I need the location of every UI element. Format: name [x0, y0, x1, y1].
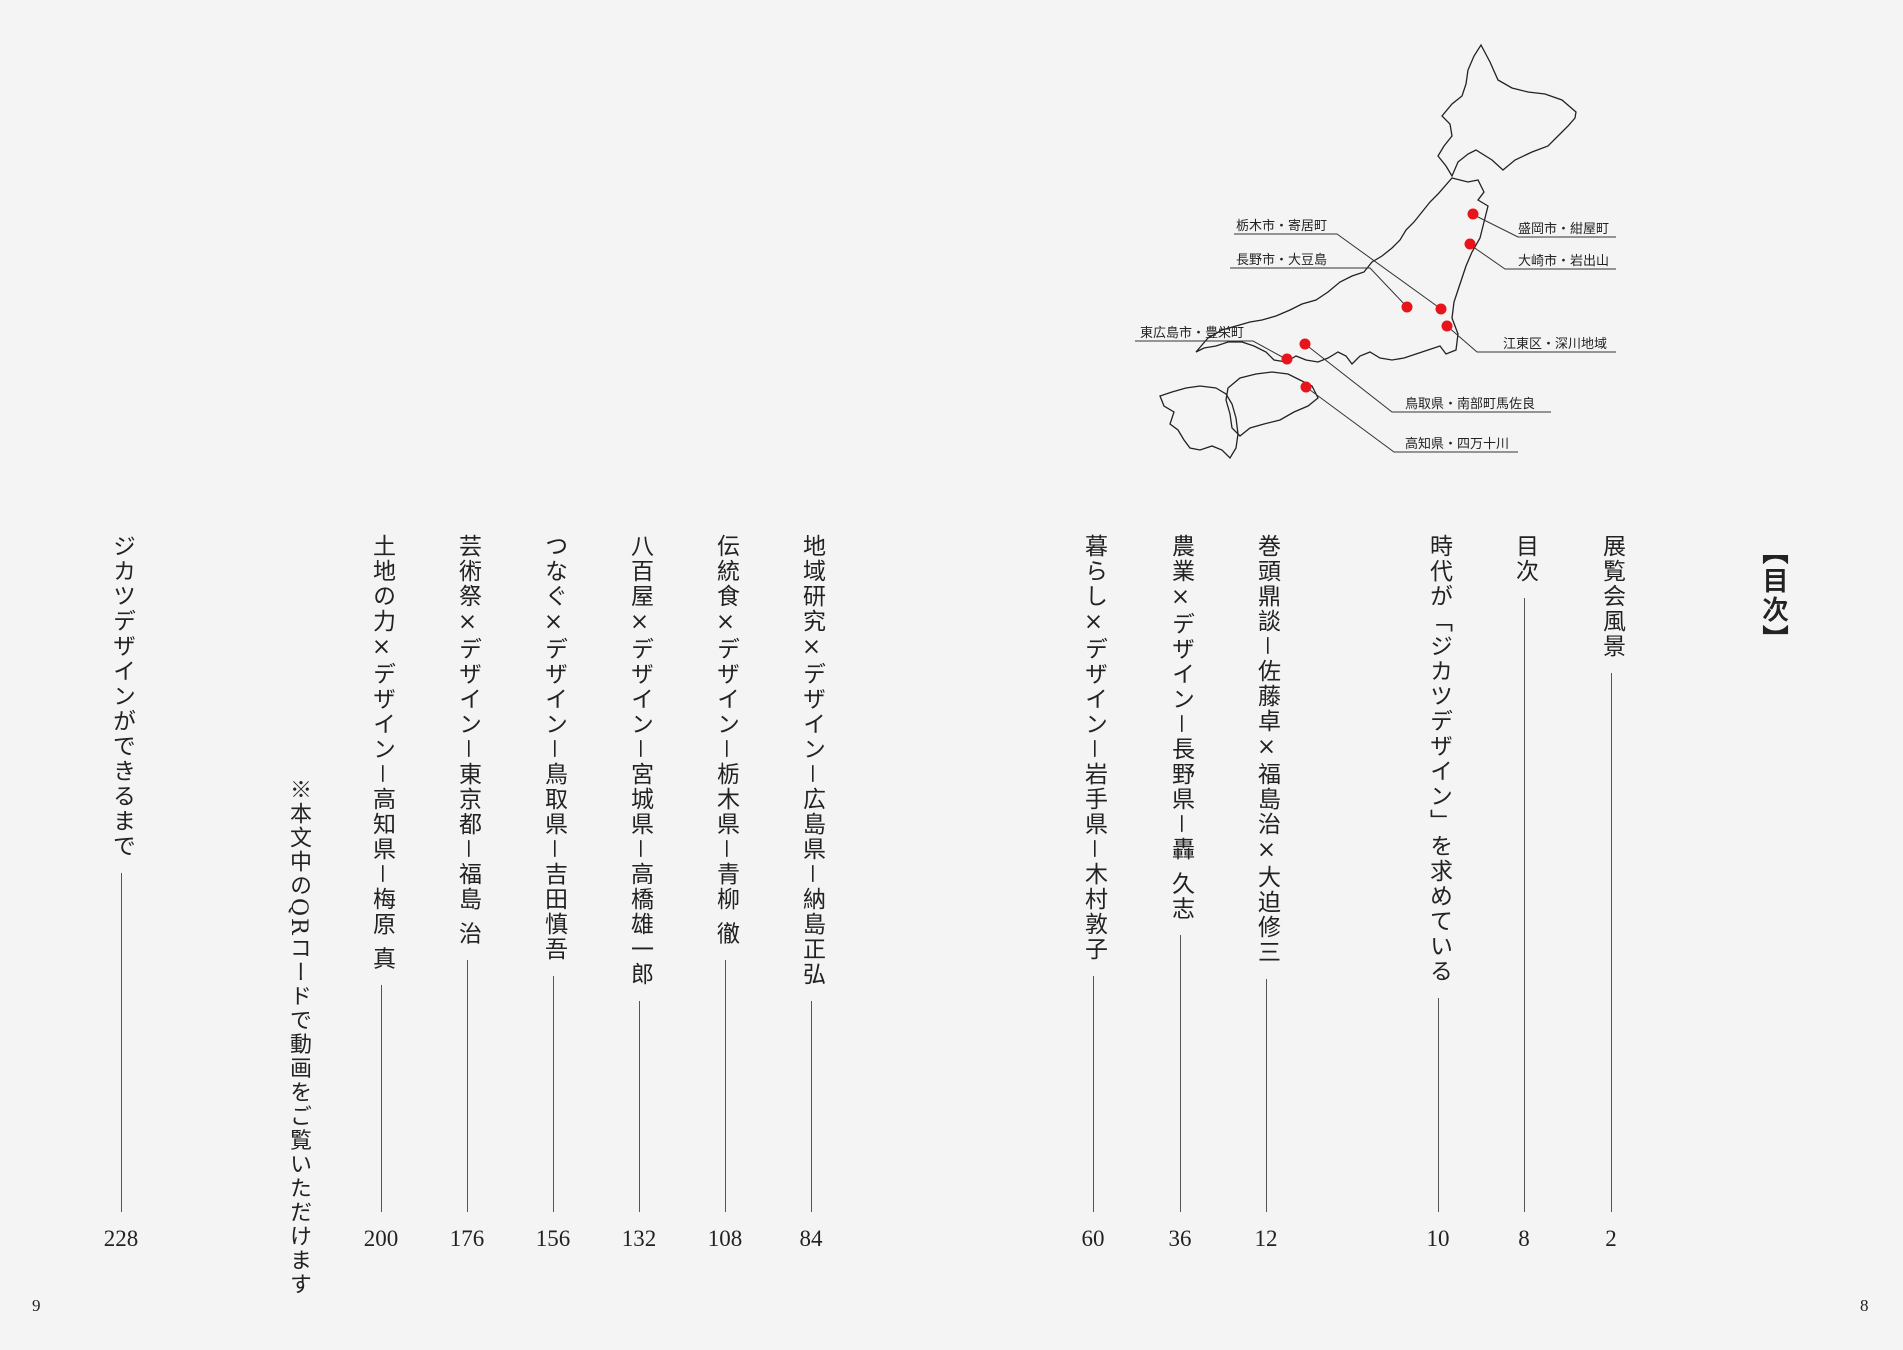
toc-entry[interactable]: 暮らし×デザイン－岩手県－木村敦子 60: [1073, 534, 1113, 1254]
page-number-right: 8: [1860, 1296, 1869, 1315]
marker-tochigi: [1435, 303, 1447, 315]
toc-entry-title: 展覧会風景: [1598, 534, 1625, 659]
toc-leader-line: [380, 985, 382, 1212]
toc-entry-page: 10: [1426, 1226, 1450, 1251]
toc-entry[interactable]: 八百屋×デザイン－宮城県－高橋雄一郎 132: [619, 534, 659, 1254]
toc-entry-page: 228: [103, 1226, 139, 1251]
toc-leader-line: [466, 960, 468, 1212]
toc-entry-title: つなぐ×デザイン－鳥取県－吉田慎吾: [540, 534, 567, 962]
toc-entry-page: 200: [363, 1226, 399, 1251]
toc-entry-page: 60: [1081, 1226, 1105, 1251]
toc-entry-title: 地域研究×デザイン－広島県－納島正弘: [798, 534, 825, 987]
toc-entry-title: 巻頭鼎談－佐藤卓×福島治×大迫修三: [1253, 534, 1280, 965]
toc-entry-page: 12: [1254, 1226, 1278, 1251]
toc-leader-line: [1523, 598, 1525, 1212]
marker-higashihiroshima: [1281, 353, 1293, 365]
toc-entry[interactable]: 伝統食×デザイン－栃木県－青柳 徹 108: [705, 534, 745, 1254]
toc-leader-line: [1610, 673, 1612, 1212]
toc-entry-title: 伝統食×デザイン－栃木県－青柳 徹: [712, 534, 739, 947]
leader-lines: [1135, 213, 1616, 453]
toc-entry-page: 156: [535, 1226, 571, 1251]
qr-note: ※本文中のQRコードで動画をご覧いただけます: [286, 778, 311, 1297]
marker-kochi: [1300, 381, 1312, 393]
toc-leader-line: [724, 960, 726, 1212]
toc-leader-line: [1092, 976, 1094, 1212]
toc-leader-line: [1179, 935, 1181, 1212]
map-label-nagano: 長野市・大豆島: [1236, 252, 1327, 268]
toc-leader-line: [552, 976, 554, 1212]
toc-leader-line: [120, 873, 122, 1212]
page-number-left: 9: [32, 1296, 41, 1315]
toc-entry-title: 芸術祭×デザイン－東京都－福島 治: [454, 534, 481, 947]
marker-koto: [1441, 320, 1453, 332]
toc-entry-title: 時代が「ジカツデザイン」を求めている: [1425, 534, 1452, 984]
toc-entry[interactable]: 土地の力×デザイン－高知県－梅原 真 200: [361, 534, 401, 1254]
toc-entry-title: 目次: [1511, 534, 1538, 584]
toc-entry[interactable]: 時代が「ジカツデザイン」を求めている 10: [1418, 534, 1458, 1254]
toc-entry[interactable]: ジカツデザインができるまで 228: [101, 534, 141, 1254]
toc-entry-page: 84: [799, 1226, 823, 1251]
toc-leader-line: [1265, 979, 1267, 1212]
toc-entry-title: 農業×デザイン－長野県－轟 久志: [1167, 534, 1194, 922]
map-label-higashihiroshima: 東広島市・豊栄町: [1140, 325, 1244, 341]
toc-entry[interactable]: 農業×デザイン－長野県－轟 久志 36: [1160, 534, 1200, 1254]
toc-entry[interactable]: 芸術祭×デザイン－東京都－福島 治 176: [447, 534, 487, 1254]
toc-entry[interactable]: 展覧会風景 2: [1591, 534, 1631, 1254]
toc-entry[interactable]: 巻頭鼎談－佐藤卓×福島治×大迫修三 12: [1246, 534, 1286, 1254]
toc-entry-page: 8: [1518, 1226, 1530, 1251]
toc-entry[interactable]: 目次 8: [1504, 534, 1544, 1254]
toc-entry-title: 土地の力×デザイン－高知県－梅原 真: [368, 534, 395, 972]
map-label-tochigi: 栃木市・寄居町: [1236, 218, 1327, 234]
map-label-kochi: 高知県・四万十川: [1405, 436, 1509, 452]
kyushu-outline: [1159, 385, 1239, 460]
toc-entry-title: ジカツデザインができるまで: [108, 534, 135, 859]
toc-entry-page: 108: [707, 1226, 743, 1251]
marker-morioka: [1467, 208, 1479, 220]
marker-tottori: [1299, 338, 1311, 350]
map-markers: [1281, 208, 1479, 393]
toc-entry[interactable]: つなぐ×デザイン－鳥取県－吉田慎吾 156: [533, 534, 573, 1254]
toc-entry-page: 2: [1605, 1226, 1617, 1251]
toc-leader-line: [810, 1001, 812, 1212]
map-label-morioka: 盛岡市・紺屋町: [1518, 221, 1609, 237]
toc-heading: 【目次】: [1758, 538, 1788, 654]
map-label-tottori: 鳥取県・南部町馬佐良: [1405, 396, 1535, 412]
toc-entry-page: 176: [449, 1226, 485, 1251]
toc-entry-title: 八百屋×デザイン－宮城県－高橋雄一郎: [626, 534, 653, 987]
toc-leader-line: [638, 1001, 640, 1212]
toc-entry-title: 暮らし×デザイン－岩手県－木村敦子: [1080, 534, 1107, 962]
toc-entry-page: 132: [621, 1226, 657, 1251]
map-label-koto: 江東区・深川地域: [1503, 336, 1607, 352]
hokkaido-outline: [1437, 43, 1577, 178]
map-label-osaki: 大崎市・岩出山: [1518, 253, 1609, 269]
toc-entry-page: 36: [1168, 1226, 1192, 1251]
marker-osaki: [1464, 238, 1476, 250]
shikoku-outline: [1225, 371, 1319, 437]
marker-nagano: [1401, 301, 1413, 313]
toc-entry[interactable]: 地域研究×デザイン－広島県－納島正弘 84: [791, 534, 831, 1254]
toc-leader-line: [1437, 998, 1439, 1212]
